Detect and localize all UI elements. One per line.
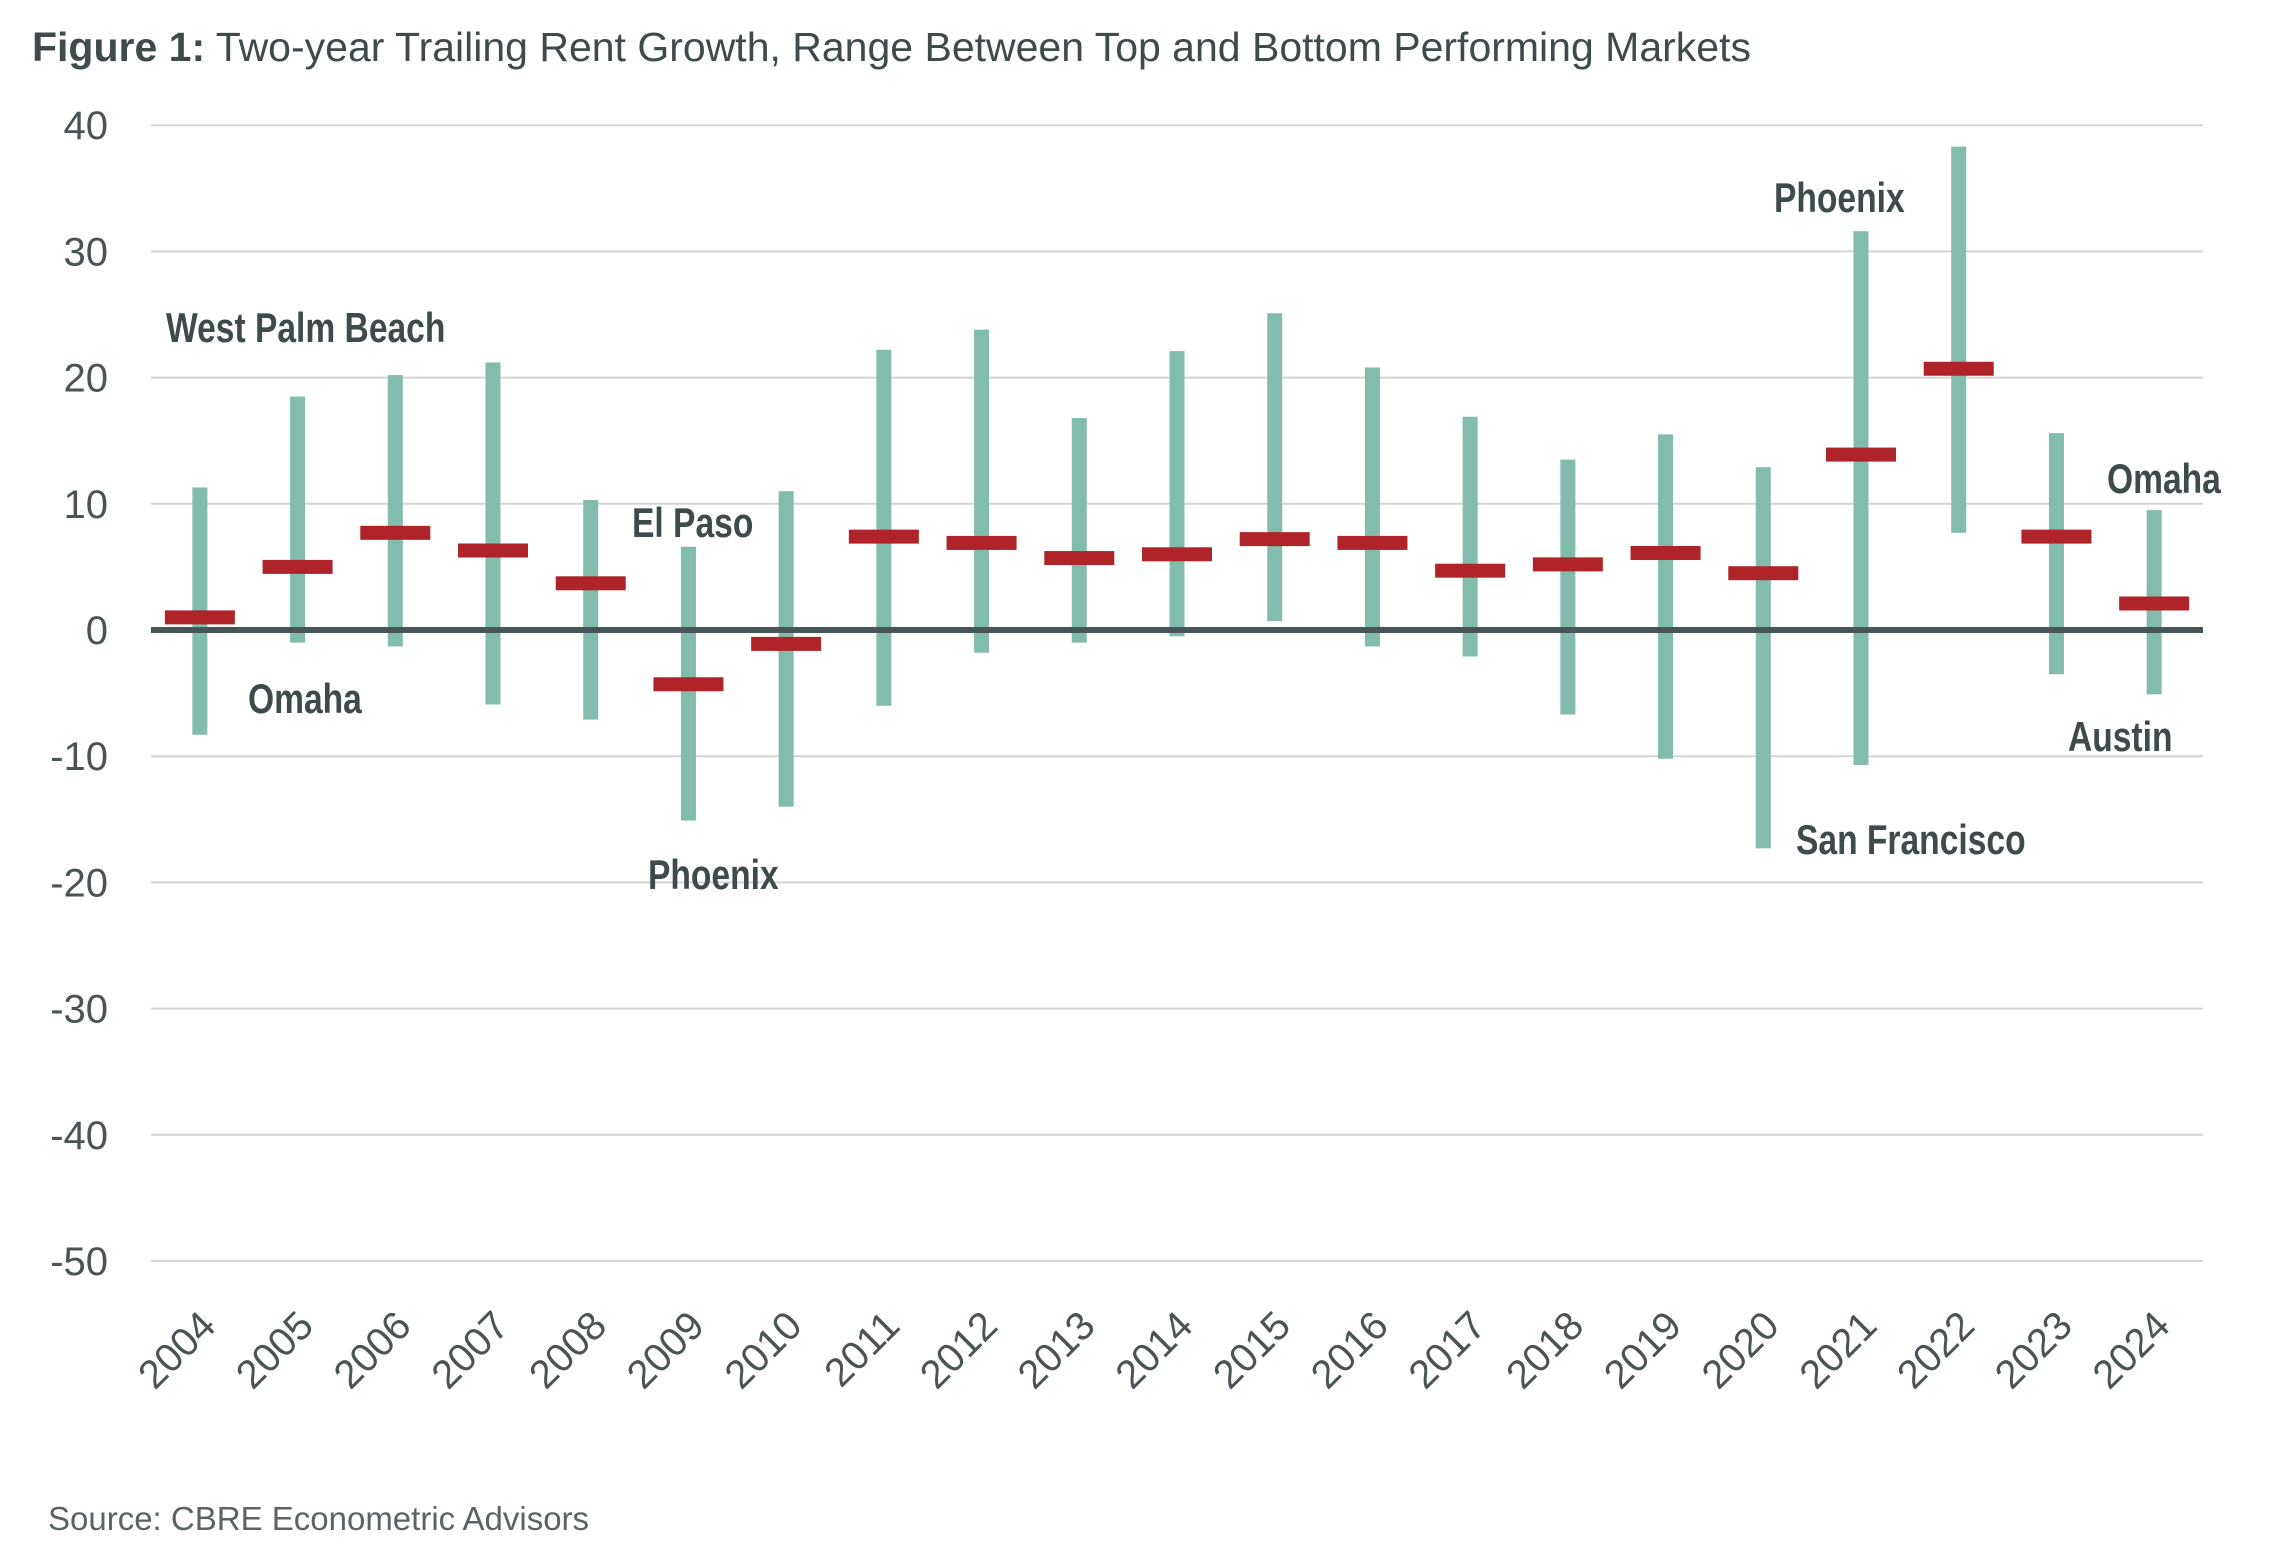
y-tick-label: -30 xyxy=(50,988,108,1032)
annotation-label: San Francisco xyxy=(1796,818,2026,864)
annotation-label: Phoenix xyxy=(1774,176,1905,222)
range-bar-2018 xyxy=(1560,459,1576,715)
marker-2004 xyxy=(164,610,235,625)
x-tick-label: 2014 xyxy=(1107,1303,1201,1397)
marker-2011 xyxy=(848,529,919,544)
x-tick-label: 2006 xyxy=(326,1303,420,1397)
range-bar-2022 xyxy=(1951,146,1967,533)
marker-2013 xyxy=(1044,551,1115,566)
marker-2010 xyxy=(751,636,822,651)
range-bar-2016 xyxy=(1364,367,1380,647)
annotation-label: Omaha xyxy=(2107,457,2222,503)
x-tick-label: 2004 xyxy=(130,1303,224,1397)
y-tick-label: 10 xyxy=(64,483,109,527)
marker-2024 xyxy=(2119,596,2190,611)
annotation-label: Phoenix xyxy=(648,853,779,899)
range-bar-2014 xyxy=(1169,351,1185,637)
marker-2006 xyxy=(360,525,431,540)
chart-title: Figure 1: Two-year Trailing Rent Growth,… xyxy=(32,24,1751,71)
x-tick-label: 2010 xyxy=(716,1303,810,1397)
figure-number: Figure 1: xyxy=(32,24,206,70)
y-tick-label: 20 xyxy=(64,357,109,401)
x-tick-label: 2015 xyxy=(1205,1303,1299,1397)
x-tick-label: 2013 xyxy=(1010,1303,1104,1397)
x-tick-label: 2019 xyxy=(1596,1303,1690,1397)
range-bar-2007 xyxy=(485,362,501,705)
x-tick-label: 2022 xyxy=(1889,1303,1983,1397)
x-tick-label: 2011 xyxy=(816,1303,908,1395)
x-tick-label: 2023 xyxy=(1987,1303,2081,1397)
marker-2008 xyxy=(555,576,626,591)
range-bar-2020 xyxy=(1755,467,1771,849)
x-tick-label: 2009 xyxy=(619,1303,713,1397)
y-tick-label: -50 xyxy=(50,1240,108,1284)
range-bar-2021 xyxy=(1853,231,1869,766)
y-tick-label: -40 xyxy=(50,1114,108,1158)
marker-2023 xyxy=(2021,529,2092,544)
x-tick-label: 2016 xyxy=(1303,1303,1397,1397)
y-tick-label: 40 xyxy=(64,104,109,148)
annotation-label: Austin xyxy=(2068,715,2172,761)
x-tick-label: 2021 xyxy=(1791,1303,1885,1397)
x-tick-label: 2007 xyxy=(423,1303,517,1397)
marker-2016 xyxy=(1337,535,1408,550)
x-tick-label: 2024 xyxy=(2084,1303,2178,1397)
y-tick-label: -10 xyxy=(50,735,108,779)
marker-2007 xyxy=(458,543,528,558)
x-tick-label: 2017 xyxy=(1400,1303,1494,1397)
marker-2009 xyxy=(653,677,724,692)
figure-title-text: Two-year Trailing Rent Growth, Range Bet… xyxy=(205,24,1751,70)
marker-2019 xyxy=(1630,546,1701,561)
marker-2021 xyxy=(1826,447,1896,462)
x-tick-label: 2005 xyxy=(228,1303,322,1397)
x-tick-label: 2018 xyxy=(1498,1303,1592,1397)
range-bar-2013 xyxy=(1071,417,1087,643)
x-tick-label: 2008 xyxy=(521,1303,615,1397)
marker-2014 xyxy=(1142,547,1212,562)
marker-2020 xyxy=(1728,566,1799,581)
marker-2018 xyxy=(1532,557,1603,572)
source-note: Source: CBRE Econometric Advisors xyxy=(48,1500,590,1537)
range-bar-2011 xyxy=(876,349,892,706)
marker-2015 xyxy=(1239,532,1310,547)
y-tick-label: 30 xyxy=(64,230,109,274)
range-bar-2006 xyxy=(387,375,403,647)
marker-2022 xyxy=(1923,361,1994,376)
annotation-label: El Paso xyxy=(632,501,753,547)
range-bar-2023 xyxy=(2048,433,2064,675)
annotation-label: Omaha xyxy=(248,677,363,723)
range-bar-2017 xyxy=(1462,416,1478,657)
y-tick-label: -20 xyxy=(50,861,108,905)
range-bar-2005 xyxy=(290,396,306,643)
range-bar-2008 xyxy=(583,500,599,720)
range-bar-2015 xyxy=(1267,313,1283,622)
x-tick-label: 2012 xyxy=(912,1303,1006,1397)
annotation-label: West Palm Beach xyxy=(166,306,445,352)
range-bar-2012 xyxy=(974,329,990,653)
x-tick-label: 2020 xyxy=(1694,1303,1788,1397)
marker-2017 xyxy=(1435,563,1506,578)
marker-2005 xyxy=(262,559,333,574)
y-tick-label: 0 xyxy=(86,609,108,653)
marker-2012 xyxy=(946,535,1017,550)
range-bar-2019 xyxy=(1658,434,1674,759)
